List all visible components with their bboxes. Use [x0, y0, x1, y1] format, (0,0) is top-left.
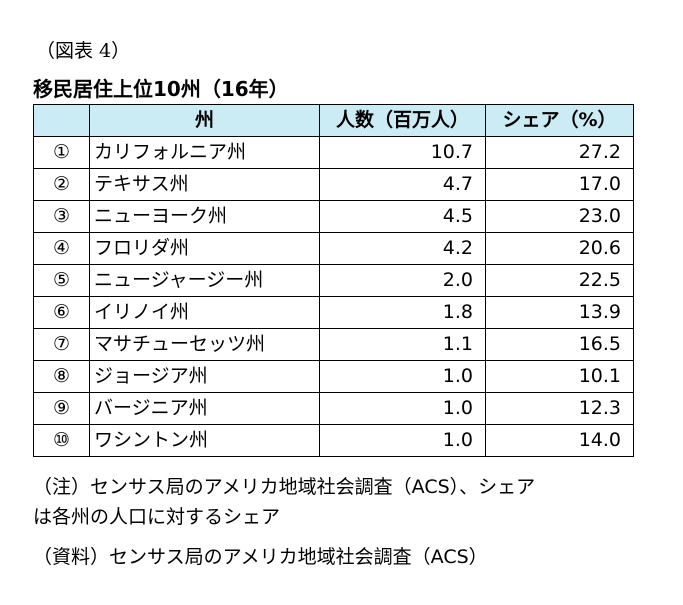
state-cell: フロリダ州: [89, 232, 320, 265]
state-cell: ニューヨーク州: [89, 200, 320, 233]
people-cell: 4.7: [319, 168, 486, 201]
table-row: ③ ニューヨーク州 4.5 23.0: [33, 200, 634, 233]
table-header-row: 州 人数（百万人） シェア（%）: [33, 104, 634, 137]
share-cell: 17.0: [485, 168, 634, 201]
table-row: ⑨ バージニア州 1.0 12.3: [33, 392, 634, 425]
rank-cell: ④: [33, 232, 90, 265]
table-row: ⑥ イリノイ州 1.8 13.9: [33, 296, 634, 329]
share-cell: 10.1: [485, 360, 634, 393]
rank-cell: ⑨: [33, 392, 90, 425]
share-cell: 20.6: [485, 232, 634, 265]
state-cell: マサチューセッツ州: [89, 328, 320, 361]
rank-cell: ⑦: [33, 328, 90, 361]
table-body: ① カリフォルニア州 10.7 27.2 ② テキサス州 4.7 17.0 ③ ニューヨーク州 4.…: [33, 136, 634, 457]
table-title: 移民居住上位10州（16年）: [33, 77, 289, 101]
people-cell: 1.0: [319, 424, 486, 457]
table-row: ⑧ ジョージア州 1.0 10.1: [33, 360, 634, 393]
rank-cell: ⑧: [33, 360, 90, 393]
share-cell: 16.5: [485, 328, 634, 361]
note: （注）センサス局のアメリカ地域社会調査（ACS）、シェア は各州の人口に対するシ…: [33, 472, 535, 532]
state-cell: ジョージア州: [89, 360, 320, 393]
rank-cell: ①: [33, 136, 90, 169]
people-cell: 1.0: [319, 360, 486, 393]
rank-cell: ③: [33, 200, 90, 233]
note-line-1: （注）センサス局のアメリカ地域社会調査（ACS）、シェア: [33, 476, 536, 498]
table-row: ⑩ ワシントン州 1.0 14.0: [33, 424, 634, 457]
table-row: ⑤ ニュージャージー州 2.0 22.5: [33, 264, 634, 297]
share-cell: 12.3: [485, 392, 634, 425]
state-cell: バージニア州: [89, 392, 320, 425]
rank-cell: ②: [33, 168, 90, 201]
people-cell: 1.8: [319, 296, 486, 329]
rank-cell: ⑤: [33, 264, 90, 297]
note-line-2: は各州の人口に対するシェア: [33, 506, 281, 528]
people-cell: 4.2: [319, 232, 486, 265]
table-row: ① カリフォルニア州 10.7 27.2: [33, 136, 634, 169]
source-note: （資料）センサス局のアメリカ地域社会調査（ACS）: [33, 546, 488, 568]
state-cell: イリノイ州: [89, 296, 320, 329]
state-cell: ワシントン州: [89, 424, 320, 457]
share-cell: 22.5: [485, 264, 634, 297]
state-cell: テキサス州: [89, 168, 320, 201]
table-row: ② テキサス州 4.7 17.0: [33, 168, 634, 201]
state-cell: ニュージャージー州: [89, 264, 320, 297]
share-cell: 23.0: [485, 200, 634, 233]
state-cell: カリフォルニア州: [89, 136, 320, 169]
header-share: シェア（%）: [485, 104, 634, 137]
people-cell: 2.0: [319, 264, 486, 297]
rank-cell: ⑩: [33, 424, 90, 457]
figure-label: （図表 4）: [36, 40, 131, 62]
table-row: ④ フロリダ州 4.2 20.6: [33, 232, 634, 265]
people-cell: 4.5: [319, 200, 486, 233]
header-people: 人数（百万人）: [319, 104, 486, 137]
share-cell: 27.2: [485, 136, 634, 169]
people-cell: 1.0: [319, 392, 486, 425]
rank-cell: ⑥: [33, 296, 90, 329]
header-state: 州: [89, 104, 320, 137]
share-cell: 14.0: [485, 424, 634, 457]
table-row: ⑦ マサチューセッツ州 1.1 16.5: [33, 328, 634, 361]
share-cell: 13.9: [485, 296, 634, 329]
people-cell: 10.7: [319, 136, 486, 169]
immigrant-table: 州 人数（百万人） シェア（%） ① カリフォルニア州 10.7 27.2 ② テキサス州…: [33, 104, 634, 457]
people-cell: 1.1: [319, 328, 486, 361]
header-rank: [33, 104, 90, 137]
